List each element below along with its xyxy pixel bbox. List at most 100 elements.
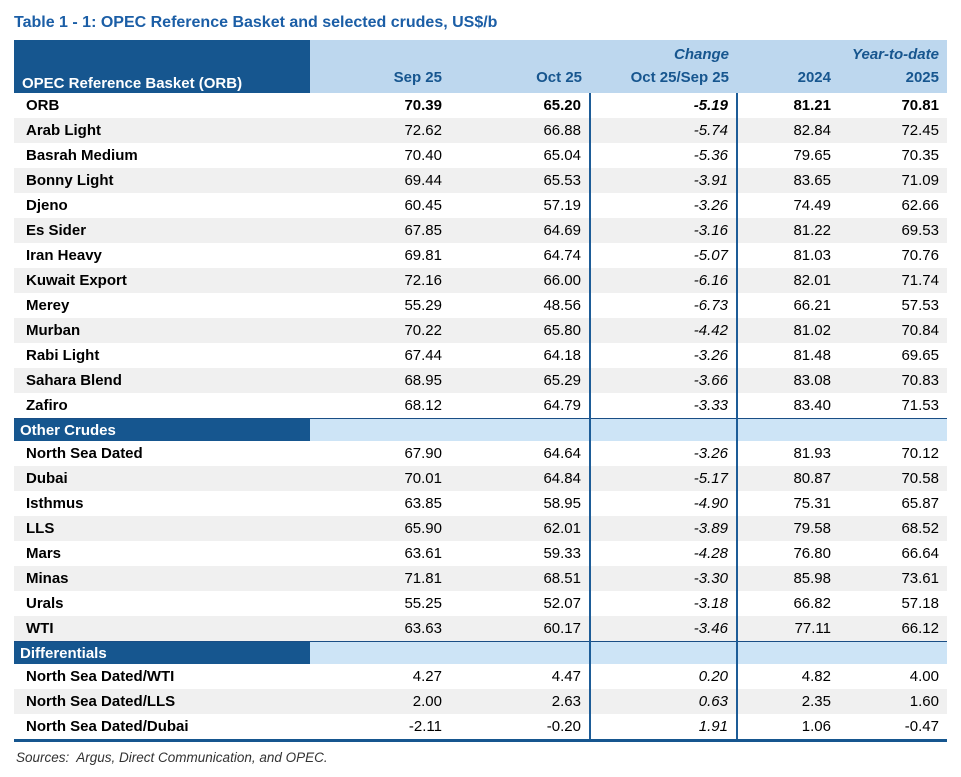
section-band	[589, 418, 738, 441]
value-change: 0.63	[589, 689, 738, 714]
crude-name: Bonny Light	[14, 168, 310, 193]
value-oct25: 64.69	[450, 218, 590, 243]
value-oct25: 59.33	[450, 541, 590, 566]
value-sep25: 72.62	[310, 118, 450, 143]
value-sep25: 69.44	[310, 168, 450, 193]
value-2025: 71.09	[845, 168, 947, 193]
value-2024: 76.80	[737, 541, 845, 566]
value-2024: 66.82	[737, 591, 845, 616]
table-row: Es Sider 67.85 64.69 -3.16 81.22 69.53	[14, 218, 947, 243]
value-2025: 71.74	[845, 268, 947, 293]
value-oct25: 64.84	[450, 466, 590, 491]
value-2025: 70.83	[845, 368, 947, 393]
value-2024: 4.82	[737, 664, 845, 689]
value-change: -3.18	[589, 591, 738, 616]
table-row: Rabi Light 67.44 64.18 -3.26 81.48 69.65	[14, 343, 947, 368]
value-2025: 70.76	[845, 243, 947, 268]
value-sep25: 2.00	[310, 689, 450, 714]
value-oct25: 48.56	[450, 293, 590, 318]
value-oct25: 60.17	[450, 616, 590, 642]
value-oct25: 52.07	[450, 591, 590, 616]
value-sep25: 67.90	[310, 441, 450, 466]
value-oct25: 65.53	[450, 168, 590, 193]
crude-name: Kuwait Export	[14, 268, 310, 293]
crude-name: ORB	[14, 93, 310, 118]
crude-name: Minas	[14, 566, 310, 591]
value-2024: 1.06	[737, 714, 845, 741]
table-row: Zafiro 68.12 64.79 -3.33 83.40 71.53	[14, 393, 947, 419]
value-change: -5.17	[589, 466, 738, 491]
table-title: Table 1 - 1: OPEC Reference Basket and s…	[14, 14, 498, 31]
value-oct25: 64.74	[450, 243, 590, 268]
value-change: -3.46	[589, 616, 738, 642]
group-header-change: Change	[590, 40, 737, 66]
value-oct25: 64.18	[450, 343, 590, 368]
value-2024: 81.93	[737, 441, 845, 466]
section-band	[589, 641, 738, 664]
crude-name: Djeno	[14, 193, 310, 218]
orb-price-table: OPEC Reference Basket (ORB) Change Year-…	[14, 40, 947, 742]
table-row: ORB 70.39 65.20 -5.19 81.21 70.81	[14, 93, 947, 118]
section-header-row: Differentials	[14, 641, 947, 664]
value-2025: 68.52	[845, 516, 947, 541]
value-2024: 75.31	[737, 491, 845, 516]
value-sep25: -2.11	[310, 714, 450, 741]
table-row: Isthmus 63.85 58.95 -4.90 75.31 65.87	[14, 491, 947, 516]
value-change: -3.26	[589, 343, 738, 368]
value-sep25: 55.29	[310, 293, 450, 318]
value-sep25: 71.81	[310, 566, 450, 591]
table-row: Merey 55.29 48.56 -6.73 66.21 57.53	[14, 293, 947, 318]
value-oct25: 64.79	[450, 393, 590, 419]
value-2025: 57.53	[845, 293, 947, 318]
table-row: Basrah Medium 70.40 65.04 -5.36 79.65 70.35	[14, 143, 947, 168]
crude-name: North Sea Dated/WTI	[14, 664, 310, 689]
crude-name: North Sea Dated/Dubai	[14, 714, 310, 741]
value-oct25: 4.47	[450, 664, 590, 689]
value-2025: 69.65	[845, 343, 947, 368]
column-header-2024: 2024	[737, 66, 845, 93]
value-2025: 66.12	[845, 616, 947, 642]
table-row: Bonny Light 69.44 65.53 -3.91 83.65 71.09	[14, 168, 947, 193]
value-sep25: 70.40	[310, 143, 450, 168]
value-2025: 70.81	[845, 93, 947, 118]
value-oct25: 68.51	[450, 566, 590, 591]
value-2024: 83.65	[737, 168, 845, 193]
value-sep25: 68.95	[310, 368, 450, 393]
group-header-row: OPEC Reference Basket (ORB) Change Year-…	[14, 40, 947, 93]
value-2025: 66.64	[845, 541, 947, 566]
value-2024: 85.98	[737, 566, 845, 591]
value-2025: 4.00	[845, 664, 947, 689]
value-change: -5.07	[589, 243, 738, 268]
table-row: North Sea Dated/LLS 2.00 2.63 0.63 2.35 1.60	[14, 689, 947, 714]
value-sep25: 65.90	[310, 516, 450, 541]
table-row: Murban 70.22 65.80 -4.42 81.02 70.84	[14, 318, 947, 343]
crude-name: Merey	[14, 293, 310, 318]
value-oct25: 66.88	[450, 118, 590, 143]
value-change: -3.89	[589, 516, 738, 541]
value-oct25: -0.20	[450, 714, 590, 741]
value-sep25: 63.85	[310, 491, 450, 516]
crude-name: North Sea Dated	[14, 441, 310, 466]
value-2024: 80.87	[737, 466, 845, 491]
value-sep25: 70.22	[310, 318, 450, 343]
value-2024: 82.01	[737, 268, 845, 293]
value-2025: 71.53	[845, 393, 947, 419]
value-2025: 70.58	[845, 466, 947, 491]
table-row: Arab Light 72.62 66.88 -5.74 82.84 72.45	[14, 118, 947, 143]
value-2024: 77.11	[737, 616, 845, 642]
crude-name: Murban	[14, 318, 310, 343]
value-change: -3.26	[589, 193, 738, 218]
table-row: North Sea Dated/WTI 4.27 4.47 0.20 4.82 4.00	[14, 664, 947, 689]
crude-name: Rabi Light	[14, 343, 310, 368]
section-header-label: Other Crudes	[14, 418, 310, 441]
crude-name: Isthmus	[14, 491, 310, 516]
table-row: Mars 63.61 59.33 -4.28 76.80 66.64	[14, 541, 947, 566]
table-row: Sahara Blend 68.95 65.29 -3.66 83.08 70.83	[14, 368, 947, 393]
table-row: North Sea Dated/Dubai -2.11 -0.20 1.91 1.06-…	[14, 714, 947, 741]
value-2024: 81.21	[737, 93, 845, 118]
crude-name: Dubai	[14, 466, 310, 491]
value-oct25: 65.29	[450, 368, 590, 393]
value-change: -3.26	[589, 441, 738, 466]
value-sep25: 63.63	[310, 616, 450, 642]
group-header-year-to-date: Year-to-date	[737, 40, 947, 66]
